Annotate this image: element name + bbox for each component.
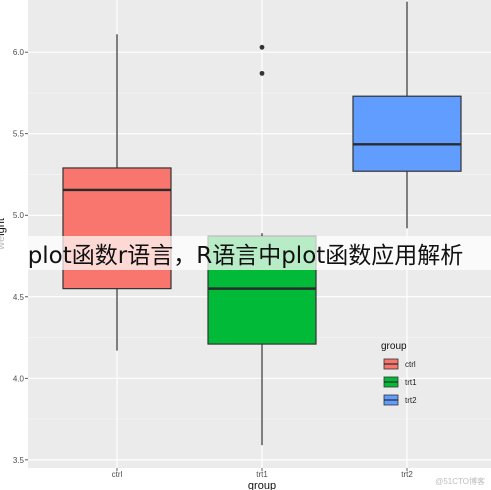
outlier-point-trt1-1 (259, 70, 265, 76)
x-axis-title: group (248, 480, 276, 490)
legend: group ctrl trt1 trt2 (381, 341, 417, 406)
outlier-point-trt1-2 (259, 44, 265, 50)
watermark: @51CTO博客 (435, 477, 485, 486)
legend-title: group (381, 341, 407, 352)
legend-label-trt2: trt2 (405, 396, 417, 405)
y-axis-title: weight (0, 218, 7, 251)
y-tick-label-4.5: 4.5 (13, 293, 25, 302)
y-tick-label-5.0: 5.0 (13, 211, 25, 220)
x-tick-label-ctrl: ctrl (112, 470, 123, 479)
legend-label-trt1: trt1 (405, 378, 417, 387)
y-tick-label-5.5: 5.5 (13, 130, 25, 139)
x-tick-label-trt1: trt1 (256, 470, 268, 479)
y-tick-label-6.0: 6.0 (13, 48, 25, 57)
legend-label-ctrl: ctrl (405, 360, 416, 369)
y-tick-label-3.5: 3.5 (13, 456, 25, 465)
overlay-title-banner: plot函数r语言，R语言中plot函数应用解析 (0, 236, 491, 270)
y-tick-label-4.0: 4.0 (13, 374, 25, 383)
axis-layer: 3.5 4.0 4.5 5.0 5.5 6.0 ctrl trt1 trt2 group weigh… (0, 48, 413, 490)
x-tick-label-trt2: trt2 (401, 470, 413, 479)
box-trt2 (352, 95, 462, 172)
box-ctrl (62, 167, 172, 290)
